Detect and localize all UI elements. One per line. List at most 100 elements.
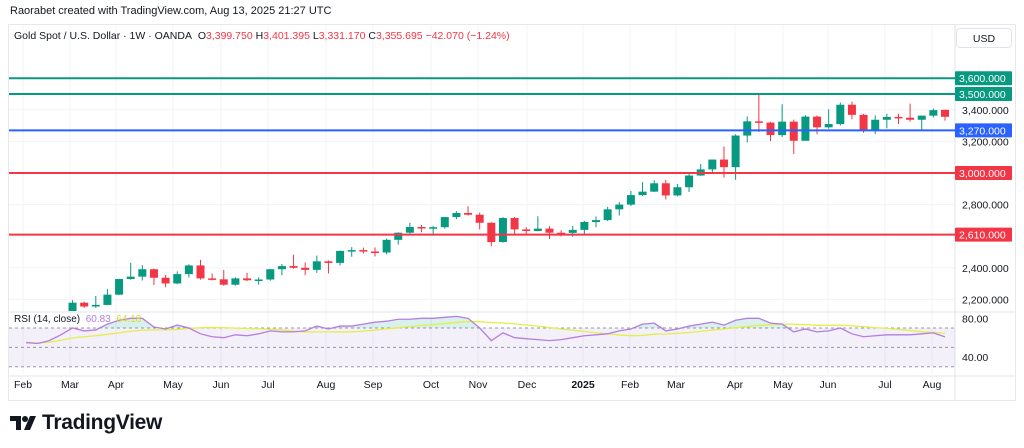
- time-label: Jun: [213, 379, 230, 391]
- candle-bullish: [673, 187, 682, 196]
- candle-bullish: [231, 278, 240, 285]
- tradingview-logo-icon: [10, 416, 36, 430]
- candles: [68, 94, 949, 311]
- candle-bearish: [522, 229, 531, 231]
- candle-bullish: [138, 269, 147, 277]
- time-label: Jul: [878, 379, 891, 391]
- candle-bearish: [766, 122, 775, 136]
- candle-bearish: [661, 183, 670, 196]
- high-label: H: [255, 30, 264, 42]
- time-label: Apr: [727, 379, 744, 391]
- level-price-label: 3,500.000: [959, 89, 1006, 101]
- low-label: L: [312, 30, 319, 42]
- candle-bullish: [882, 116, 891, 120]
- time-label: Oct: [423, 379, 439, 391]
- candle-bullish: [405, 227, 414, 233]
- candle-bullish: [498, 218, 507, 243]
- candle-bullish: [173, 274, 182, 284]
- symbol-legend: Gold Spot / U.S. Dollar · 1W · OANDA O 3,…: [14, 30, 510, 42]
- tradingview-logo[interactable]: TradingView: [10, 411, 162, 435]
- chart-frame: [8, 24, 1016, 401]
- price-tick-label: 2,200.000: [962, 294, 1009, 306]
- candle-bearish: [906, 117, 915, 120]
- level-price-label: 3,000.000: [959, 168, 1006, 180]
- candle-bearish: [149, 269, 158, 278]
- candle-bearish: [487, 222, 496, 243]
- time-label: Aug: [923, 379, 942, 391]
- time-label: Apr: [108, 379, 125, 391]
- candle-bullish: [126, 276, 135, 280]
- candle-bullish: [592, 220, 601, 222]
- candle-bearish: [510, 218, 519, 230]
- candle-bearish: [475, 214, 484, 223]
- candle-bullish: [917, 115, 926, 120]
- candle-bullish: [103, 294, 112, 305]
- candle-bearish: [464, 212, 473, 215]
- price-tick-label: 2,400.000: [962, 263, 1009, 275]
- close-value: 3,355.695: [375, 30, 423, 42]
- candle-bullish: [801, 116, 810, 141]
- candle-bullish: [452, 212, 461, 218]
- candle-bullish: [312, 261, 321, 270]
- candle-bearish: [324, 261, 333, 263]
- chart-credit: Raorabet created with TradingView.com, A…: [10, 5, 332, 17]
- open-label: O: [197, 30, 206, 42]
- symbol-title: Gold Spot / U.S. Dollar · 1W · OANDA: [14, 30, 192, 42]
- candle-bullish: [266, 269, 275, 280]
- candle-bullish: [708, 159, 717, 170]
- candle-bullish: [382, 239, 391, 253]
- time-label: Aug: [317, 379, 336, 391]
- candle-bullish: [778, 121, 787, 136]
- rsi-label: RSI (14, close): [14, 314, 81, 325]
- candle-bullish: [277, 266, 286, 270]
- price-tick-label: 3,200.000: [962, 136, 1009, 148]
- candle-bullish: [615, 204, 624, 210]
- candle-bullish: [440, 217, 449, 228]
- time-label: Nov: [469, 379, 488, 391]
- candle-bearish: [847, 104, 856, 115]
- level-price-label: 3,600.000: [959, 73, 1006, 85]
- close-label: C: [368, 30, 376, 42]
- candle-bullish: [580, 221, 589, 230]
- candle-bearish: [161, 277, 170, 284]
- low-value: 3,331.170: [318, 30, 366, 42]
- rsi-ma-value: 64.18: [116, 314, 142, 325]
- time-label: Jul: [261, 379, 274, 391]
- change-value: −42.070 (−1.24%): [425, 30, 510, 42]
- candle-bearish: [289, 266, 298, 268]
- time-label: Sep: [364, 379, 383, 391]
- candle-bullish: [394, 232, 403, 240]
- candle-bullish: [743, 121, 752, 136]
- time-label: Dec: [518, 379, 537, 391]
- high-value: 3,401.395: [263, 30, 310, 42]
- candle-bearish: [557, 232, 566, 235]
- candle-bullish: [429, 227, 438, 229]
- level-price-label: 2,610.000: [959, 230, 1006, 242]
- level-price-tag: [955, 71, 1012, 86]
- candle-bearish: [941, 109, 949, 117]
- candle-bullish: [871, 119, 880, 130]
- candle-bullish: [184, 265, 193, 275]
- candle-bullish: [347, 250, 356, 252]
- candle-bearish: [859, 114, 868, 130]
- candle-bullish: [115, 279, 124, 295]
- candle-bearish: [208, 278, 217, 280]
- time-label: Feb: [14, 379, 32, 391]
- level-price-label: 3,270.000: [959, 125, 1006, 137]
- time-label: 2025: [571, 379, 595, 391]
- time-label: Mar: [667, 379, 686, 391]
- candle-bearish: [545, 228, 554, 233]
- rsi-tick-label: 40.00: [962, 352, 988, 364]
- rsi-ma-line: [25, 320, 946, 344]
- time-label: Feb: [621, 379, 639, 391]
- candle-bullish: [650, 183, 659, 192]
- time-label: Jun: [820, 379, 837, 391]
- rsi-legend: RSI (14, close) 60.83 64.18: [14, 314, 141, 325]
- price-tick-label: 2,800.000: [962, 200, 1009, 212]
- currency-button[interactable]: USD: [956, 28, 1012, 48]
- candle-bullish: [254, 279, 263, 281]
- candle-bearish: [813, 116, 822, 128]
- candle-bullish: [603, 209, 612, 221]
- price-tick-label: 3,400.000: [962, 105, 1009, 117]
